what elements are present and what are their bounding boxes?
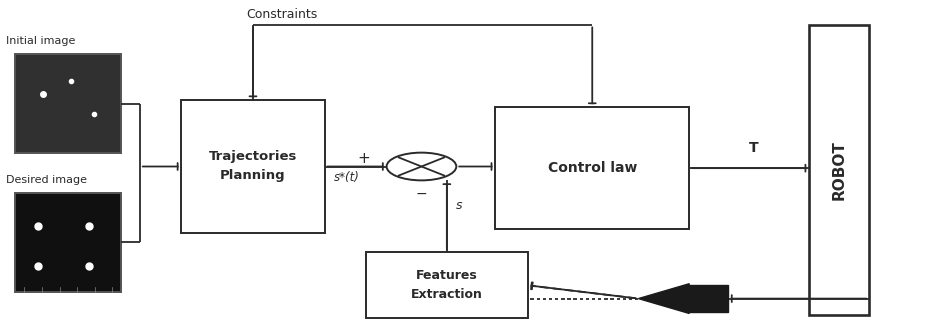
Text: Initial image: Initial image bbox=[6, 36, 75, 46]
Text: +: + bbox=[357, 151, 369, 166]
Bar bbox=[15, 54, 121, 153]
Bar bbox=[181, 101, 324, 232]
Text: Features
Extraction: Features Extraction bbox=[411, 269, 482, 301]
Text: Desired image: Desired image bbox=[6, 175, 87, 185]
Text: Trajectories
Planning: Trajectories Planning bbox=[208, 151, 297, 182]
Ellipse shape bbox=[386, 153, 457, 180]
Polygon shape bbox=[638, 284, 689, 313]
Text: s*(t): s*(t) bbox=[333, 171, 359, 184]
Text: Constraints: Constraints bbox=[246, 8, 318, 21]
Bar bbox=[689, 285, 728, 312]
Bar bbox=[809, 25, 870, 315]
Text: −: − bbox=[416, 187, 427, 201]
Text: Control law: Control law bbox=[547, 161, 637, 175]
Text: s: s bbox=[457, 198, 463, 211]
Bar bbox=[15, 193, 121, 292]
Text: ROBOT: ROBOT bbox=[832, 140, 846, 200]
Bar bbox=[495, 107, 689, 229]
Bar bbox=[366, 252, 528, 318]
Text: T: T bbox=[749, 141, 758, 155]
